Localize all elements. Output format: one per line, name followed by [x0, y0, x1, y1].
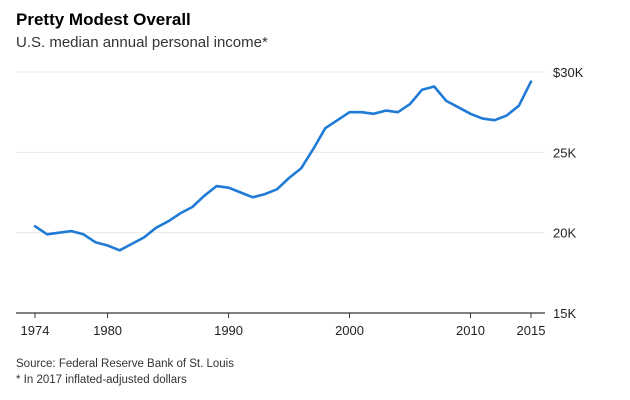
x-tick-label: 1980 — [93, 323, 122, 338]
footnote: * In 2017 inflated-adjusted dollars — [16, 374, 187, 386]
source-note: Source: Federal Reserve Bank of St. Loui… — [16, 358, 234, 370]
chart-subtitle: U.S. median annual personal income* — [16, 34, 268, 51]
y-tick-label: 15K — [553, 306, 576, 321]
y-axis: 15K 20K 25K $30K — [553, 65, 584, 321]
x-tick-label: 2000 — [335, 323, 364, 338]
chart-footer: Source: Federal Reserve Bank of St. Loui… — [16, 356, 234, 388]
grid-lines — [16, 71, 545, 234]
y-tick-label: $30K — [553, 65, 584, 80]
series-line — [33, 80, 533, 252]
y-tick-label: 25K — [553, 145, 576, 160]
x-tick-label: 2015 — [517, 323, 546, 338]
y-tick-label: 20K — [553, 226, 576, 241]
x-tick-labels: 1974 1980 1990 2000 2010 2015 — [21, 323, 546, 338]
x-tick-label: 1990 — [214, 323, 243, 338]
x-tick-label: 2010 — [456, 323, 485, 338]
x-tick-label: 1974 — [21, 323, 50, 338]
series-layer — [33, 80, 533, 252]
chart-title: Pretty Modest Overall — [16, 10, 191, 29]
x-axis — [16, 312, 545, 318]
